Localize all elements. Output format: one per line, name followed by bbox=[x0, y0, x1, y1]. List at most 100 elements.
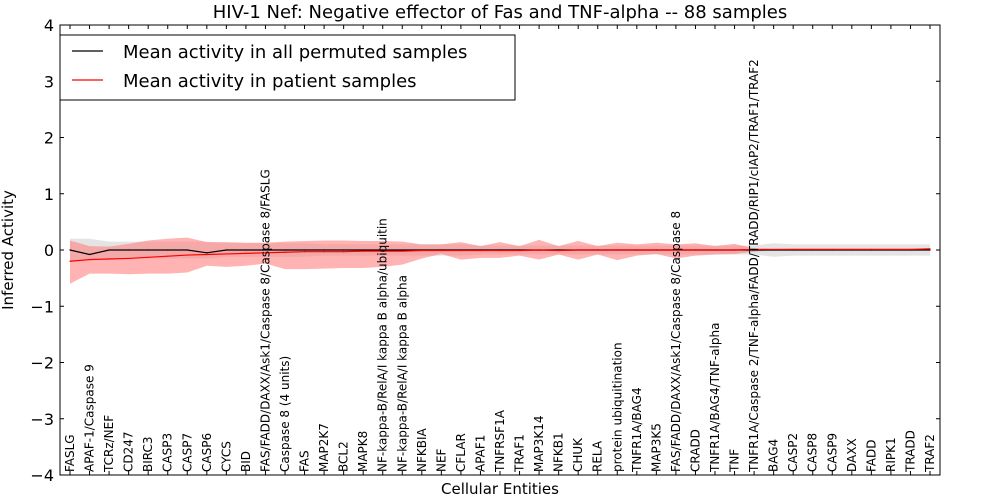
x-tick-label: TRAF1 bbox=[513, 434, 527, 473]
point-permuted bbox=[401, 249, 403, 251]
point-permuted bbox=[186, 249, 188, 251]
point-permuted bbox=[167, 249, 169, 251]
x-tick-label: CASP2 bbox=[786, 433, 800, 472]
point-permuted bbox=[225, 249, 227, 251]
point-patient bbox=[714, 249, 716, 251]
x-tick-label: FAS/FADD/DAXX/Ask1/Caspase 8/Caspase 8/F… bbox=[258, 169, 272, 472]
point-patient bbox=[733, 249, 736, 251]
legend: Mean activity in all permuted samples Me… bbox=[59, 34, 516, 101]
x-tick-label: BAG4 bbox=[767, 439, 781, 472]
point-permuted bbox=[323, 249, 325, 251]
y-tick-label: 0 bbox=[44, 241, 54, 260]
point-patient bbox=[108, 258, 110, 260]
point-permuted bbox=[382, 249, 384, 251]
x-tick-label: TNFR1A/BAG4/TNF-alpha bbox=[708, 323, 722, 473]
x-tick-label: RIPK1 bbox=[884, 437, 898, 472]
x-tick-label: BIRC3 bbox=[141, 436, 155, 472]
point-patient bbox=[401, 250, 403, 252]
point-permuted bbox=[88, 253, 91, 256]
x-tick-label: BCL2 bbox=[337, 441, 351, 472]
point-permuted bbox=[245, 249, 247, 251]
point-permuted bbox=[206, 252, 208, 254]
point-patient bbox=[382, 250, 384, 252]
point-patient bbox=[167, 255, 169, 257]
point-permuted bbox=[929, 249, 931, 251]
point-patient bbox=[694, 249, 697, 251]
point-patient bbox=[870, 248, 872, 251]
y-tick-label: 1 bbox=[44, 185, 54, 204]
x-tick-label: NFKB1 bbox=[552, 432, 566, 472]
x-tick-label: TNFR1A/Caspase 2/TNF-alpha/FADD/TRADD/RI… bbox=[747, 59, 761, 473]
x-tick-label: DAXX bbox=[845, 438, 859, 472]
y-tick-label: 2 bbox=[44, 129, 54, 148]
y-axis-label: Inferred Activity bbox=[0, 190, 17, 310]
x-tick-label: FAS bbox=[298, 450, 312, 472]
x-tick-label: NF-kappa-B/RelA/I kappa B alpha/ubiquiti… bbox=[376, 218, 390, 472]
x-tick-label: FASLG bbox=[63, 434, 77, 472]
x-tick-label: MAP3K14 bbox=[532, 415, 546, 472]
legend-label-patient: Mean activity in patient samples bbox=[123, 71, 417, 92]
point-patient bbox=[128, 257, 130, 260]
point-patient bbox=[421, 249, 423, 252]
point-patient bbox=[147, 256, 149, 258]
point-patient bbox=[460, 249, 462, 252]
point-patient bbox=[616, 249, 618, 251]
x-tick-label: MAPK8 bbox=[356, 431, 370, 472]
point-patient bbox=[812, 248, 814, 251]
point-patient bbox=[753, 248, 755, 251]
point-patient bbox=[284, 251, 286, 253]
x-tick-label: MAP2K7 bbox=[317, 423, 331, 472]
legend-box bbox=[59, 34, 516, 101]
point-permuted bbox=[284, 249, 286, 251]
y-tick-label: 4 bbox=[44, 16, 54, 35]
point-patient bbox=[636, 249, 638, 251]
y-axis: −4 −3 −2 −1 0 1 2 3 4 bbox=[30, 16, 940, 485]
point-patient bbox=[499, 249, 501, 252]
point-patient bbox=[245, 252, 247, 254]
point-patient bbox=[538, 249, 540, 251]
x-tick-label: TNF bbox=[728, 449, 742, 473]
x-tick-label: CASP9 bbox=[825, 433, 839, 472]
point-permuted bbox=[128, 249, 130, 251]
point-patient bbox=[792, 248, 794, 251]
point-patient bbox=[831, 248, 833, 251]
point-patient bbox=[225, 253, 227, 255]
x-tick-label: CRADD bbox=[688, 429, 702, 472]
x-tick-label: NEF bbox=[434, 448, 448, 472]
x-tick-label: TNFRSF1A bbox=[493, 409, 507, 473]
point-patient bbox=[851, 248, 853, 251]
point-permuted bbox=[303, 249, 306, 251]
point-patient bbox=[558, 249, 560, 252]
x-tick-label: CASP7 bbox=[180, 433, 194, 472]
point-patient bbox=[264, 252, 267, 254]
x-tick-label: TRADD bbox=[903, 430, 917, 473]
y-tick-label: −1 bbox=[30, 297, 54, 316]
point-permuted bbox=[108, 249, 110, 251]
y-tick-label: −2 bbox=[30, 354, 54, 373]
point-patient bbox=[890, 248, 892, 251]
point-patient bbox=[69, 260, 71, 262]
x-tick-label: CASP3 bbox=[161, 433, 175, 472]
point-patient bbox=[303, 251, 306, 253]
point-patient bbox=[440, 249, 442, 252]
x-tick-label: MAP3K5 bbox=[649, 423, 663, 472]
x-tick-label: CHUK bbox=[571, 437, 585, 472]
point-permuted bbox=[69, 249, 71, 251]
x-tick-label: APAF-1/Caspase 9 bbox=[83, 364, 97, 472]
point-patient bbox=[479, 249, 482, 252]
x-tick-label: RELA bbox=[591, 440, 605, 472]
confidence-bands bbox=[70, 237, 930, 284]
point-patient bbox=[186, 254, 188, 256]
x-tick-label: CD247 bbox=[122, 431, 136, 472]
series-lines bbox=[69, 248, 931, 262]
point-permuted bbox=[264, 249, 267, 251]
point-permuted bbox=[343, 249, 345, 251]
x-tick-label: CASP6 bbox=[200, 433, 214, 472]
x-tick-label: CFLAR bbox=[454, 433, 468, 472]
y-tick-label: 3 bbox=[44, 72, 54, 91]
x-axis-label: Cellular Entities bbox=[441, 480, 559, 498]
point-patient bbox=[88, 258, 91, 261]
x-tick-label: APAF1 bbox=[473, 435, 487, 472]
point-patient bbox=[675, 249, 677, 251]
